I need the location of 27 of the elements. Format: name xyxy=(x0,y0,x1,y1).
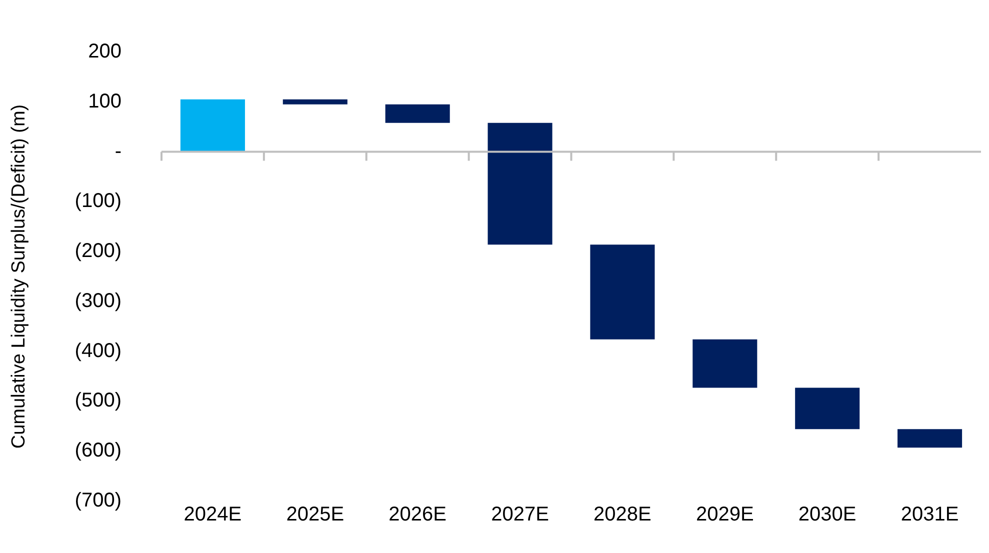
y-tick-label: (400) xyxy=(74,340,122,362)
bar xyxy=(795,388,860,430)
x-tick-label: 2027E xyxy=(491,504,549,526)
x-tick-label: 2031E xyxy=(900,504,959,526)
bar xyxy=(180,99,245,152)
x-tick-label: 2028E xyxy=(594,504,652,526)
y-tick-label: 100 xyxy=(88,90,122,112)
bar xyxy=(590,244,655,340)
x-tick-label: 2024E xyxy=(184,504,242,526)
y-tick-label: - xyxy=(114,140,122,162)
y-tick-label: (100) xyxy=(74,190,122,212)
y-tick-label: (700) xyxy=(74,490,122,512)
y-axis-title: Cumulative Liquidity Surplus/(Deficit) (m) xyxy=(8,104,30,449)
x-tick-label: 2026E xyxy=(388,504,447,526)
y-tick-label: (500) xyxy=(74,390,122,412)
bar xyxy=(898,429,962,448)
y-tick-label: (300) xyxy=(74,290,122,312)
x-tick-label: 2025E xyxy=(286,504,344,526)
bar xyxy=(488,122,552,245)
bar xyxy=(282,99,348,104)
x-tick-label: 2029E xyxy=(696,504,754,526)
bar xyxy=(692,339,758,388)
x-tick-label: 2030E xyxy=(798,504,856,526)
bar xyxy=(385,104,450,123)
y-tick-label: (600) xyxy=(74,440,122,462)
y-tick-label: (200) xyxy=(74,240,122,262)
y-tick-label: 200 xyxy=(88,40,122,63)
